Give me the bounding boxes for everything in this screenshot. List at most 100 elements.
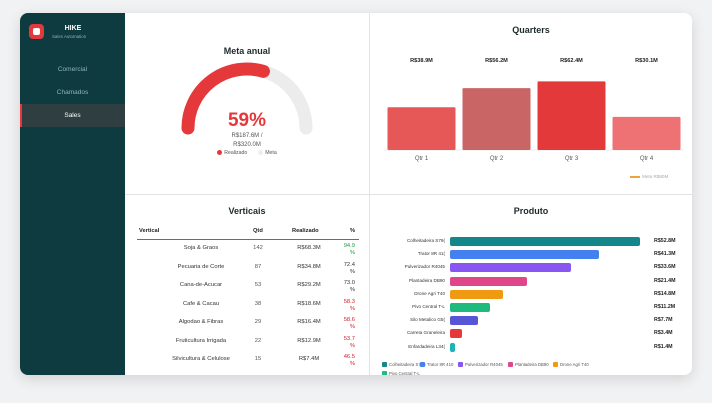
cell-vertical: Soja & Graos <box>183 245 219 251</box>
product-bar[interactable] <box>450 329 463 339</box>
cell-pct-value: 72.4 <box>343 261 355 268</box>
quarters-legend-label: Meta R$80M <box>642 174 669 179</box>
product-value-label: R$21.4M <box>654 277 676 284</box>
product-value-label: R$1.4M <box>654 343 673 350</box>
produto-legend-item[interactable]: Colheitadeira S790 <box>382 362 426 368</box>
cell-pct: 46.5% <box>343 354 355 367</box>
quarter-bar[interactable] <box>537 81 606 150</box>
col-vertical[interactable]: Vertical <box>139 228 160 234</box>
product-value-label: R$11.2M <box>654 304 676 310</box>
product-axis-label: Enfardadeira L34( <box>408 343 445 349</box>
gauge-legend: Realizado Meta <box>125 150 369 156</box>
quarter-value-label: R$30.1M <box>635 58 658 64</box>
cell-realizado: R$29.2M <box>297 282 321 288</box>
product-value-label: R$3.4M <box>654 330 673 337</box>
product-bar[interactable] <box>450 303 491 312</box>
cell-qtd: 22 <box>254 337 262 344</box>
produto-legend-item[interactable]: Pulverizador R4045 <box>458 362 503 368</box>
quarter-bar[interactable] <box>387 107 456 150</box>
table-row[interactable]: Silvicultura & Celulose 15 R$7.4M 46.5% <box>137 353 359 371</box>
produto-legend-item[interactable]: Pivo Central T-L <box>382 371 420 375</box>
product-axis-label: Drone Agri T40 <box>414 290 445 296</box>
quarters-bar-chart: R$38.9M Qtr 1 R$56.2M Qtr 2 R$62.4M Qtr 3 R$30… <box>384 58 684 162</box>
cell-pct-value: 58.6 <box>343 317 355 323</box>
sidebar: HIKE Sales Automation Comercial Chamados… <box>20 13 125 375</box>
cell-pct: 58.6% <box>343 317 355 330</box>
product-axis-label: Trator 8R 41( <box>417 251 445 257</box>
cell-qtd: 142 <box>253 245 263 251</box>
cell-realizado: R$12.9M <box>297 337 321 344</box>
table-row[interactable]: Pecuaria de Corte 87 R$34.8M 72.4% <box>137 261 359 279</box>
quarters-panel: Quarters R$38.9M Qtr 1 R$56.2M Qtr 2 R$62.4M… <box>370 13 692 195</box>
cell-pct-value: 94.9 <box>343 243 355 249</box>
legend-label: Pulverizador R4045 <box>465 362 503 367</box>
legend-meta-swatch <box>258 150 264 156</box>
legend-swatch <box>508 362 513 368</box>
product-bar[interactable] <box>450 342 456 352</box>
verticais-panel: Verticais <box>125 195 370 375</box>
app-title: HIKE <box>64 24 82 32</box>
sidebar-item-comercial[interactable]: Comercial <box>57 66 88 73</box>
product-bar[interactable] <box>450 289 504 299</box>
quarter-bar[interactable] <box>612 116 681 150</box>
cell-realizado: R$7.4M <box>298 356 320 362</box>
product-axis-label: Plantadeira DB90 <box>408 277 445 283</box>
product-bar[interactable] <box>450 263 571 273</box>
sidebar-item-chamados[interactable]: Chamados <box>56 89 89 96</box>
quarter-category-label: Qtr 1 <box>415 156 429 162</box>
legend-realizado-swatch <box>217 150 223 156</box>
product-value-label: R$7.7M <box>654 317 673 324</box>
legend-swatch <box>420 362 425 368</box>
cell-qtd: 53 <box>254 282 262 288</box>
gauge-progress <box>181 62 270 135</box>
app-subtitle: Sales Automation <box>52 33 87 39</box>
quarter-category-label: Qtr 3 <box>565 156 579 162</box>
col-qtd[interactable]: Qtd <box>253 228 263 234</box>
table-row[interactable]: Cana-de-Acucar 53 R$29.2M 73.0% <box>137 279 359 297</box>
col-pct[interactable]: % <box>350 228 356 234</box>
gauge-meta-value: R$320.0M <box>233 142 261 148</box>
brand[interactable]: HIKE Sales Automation <box>29 24 94 39</box>
quarter-category-label: Qtr 4 <box>640 156 654 162</box>
cell-pct-value: 53.7 <box>343 335 355 342</box>
cell-realizado: R$34.8M <box>297 263 321 270</box>
product-bar[interactable] <box>450 250 599 260</box>
legend-label: Plantadeira DB90 <box>515 362 549 367</box>
produto-legend-item[interactable]: Trator 8R 410 <box>420 362 453 368</box>
cell-pct: 53.7% <box>343 335 355 349</box>
cell-pct-value: 58.3 <box>343 298 355 305</box>
legend-meta-label: Meta <box>265 150 277 156</box>
quarter-value-label: R$62.4M <box>560 58 583 64</box>
legend-realizado-label: Realizado <box>224 150 248 156</box>
cell-pct: 58.3% <box>343 298 355 312</box>
product-bar[interactable] <box>450 237 640 246</box>
cell-pct-value: 46.5 <box>343 354 355 360</box>
verticais-title: Verticais <box>228 206 266 216</box>
meta-line-swatch <box>630 176 640 178</box>
cell-qtd: 38 <box>254 300 262 307</box>
table-row[interactable]: Algodao & Fibras 29 R$16.4M 58.6% <box>137 316 359 334</box>
cell-qtd: 29 <box>254 319 262 325</box>
quarter-bar[interactable] <box>462 88 531 150</box>
product-bar[interactable] <box>450 276 527 286</box>
gauge-chart <box>181 62 313 135</box>
product-value-label: R$52.8M <box>654 238 676 244</box>
sidebar-item-sales[interactable]: Sales <box>20 104 125 127</box>
produto-legend-item[interactable]: Plantadeira DB90 <box>508 362 549 368</box>
table-row[interactable]: Cafe & Cacau 38 R$18.6M 58.3% <box>137 298 359 316</box>
quarters-legend: Meta R$80M <box>630 174 668 179</box>
cell-realizado: R$18.6M <box>297 300 321 307</box>
cell-pct-value: 73.0 <box>343 280 355 286</box>
legend-label: Colheitadeira S790 <box>389 362 426 367</box>
product-axis-label: Colheitadeira S79( <box>406 238 445 243</box>
col-realizado[interactable]: Realizado <box>292 228 319 234</box>
cell-vertical: Fruticultura Irrigada <box>175 337 227 344</box>
meta-anual-title: Meta anual <box>223 46 271 56</box>
produto-legend-item[interactable]: Drone Agri T40 <box>553 362 589 368</box>
quarter-category-label: Qtr 2 <box>490 156 504 162</box>
table-row[interactable]: Fruticultura Irrigada 22 R$12.9M 53.7% <box>137 335 359 353</box>
product-bar[interactable] <box>450 316 478 326</box>
legend-swatch <box>458 362 463 368</box>
table-row[interactable]: Soja & Graos 142 R$68.3M 94.9% <box>137 242 359 260</box>
cell-qtd: 87 <box>254 263 262 270</box>
